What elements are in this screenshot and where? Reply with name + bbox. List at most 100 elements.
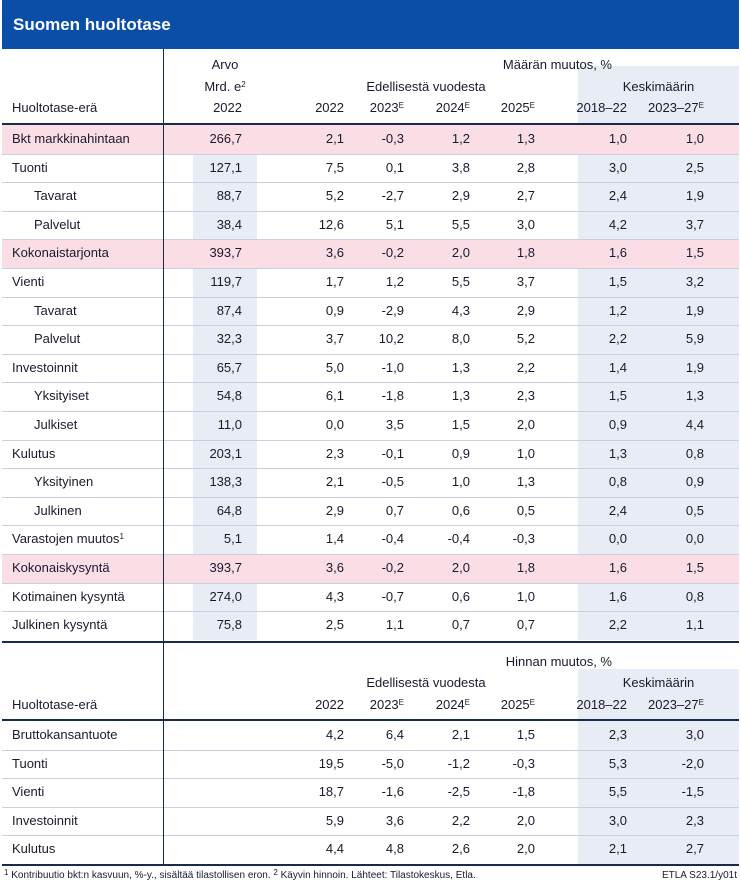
row-divider bbox=[2, 525, 739, 527]
highlight-row bbox=[2, 125, 739, 154]
table-cell: -2,9 bbox=[381, 302, 404, 318]
label-column-divider-2 bbox=[163, 639, 164, 864]
table-cell: 1,5 bbox=[608, 274, 627, 289]
table-cell: 138,3 bbox=[209, 474, 242, 490]
table-cell: 3,0 bbox=[685, 727, 704, 742]
row-label: Julkiset bbox=[34, 417, 78, 432]
table-cell: 2,1 bbox=[451, 727, 470, 742]
header-edellisesta: Edellisestä vuodesta bbox=[366, 79, 486, 94]
row-label: Yksityinen bbox=[34, 474, 94, 490]
table-cell: 1,6 bbox=[608, 588, 627, 604]
year-header: 2022 bbox=[315, 100, 344, 115]
row-divider bbox=[2, 582, 739, 584]
table-cell: 2,9 bbox=[451, 188, 470, 204]
table-cell: -2,7 bbox=[381, 188, 404, 204]
table-cell: 2,7 bbox=[685, 841, 704, 857]
table-cell: 3,5 bbox=[385, 417, 404, 432]
table-cell: 75,8 bbox=[216, 617, 242, 633]
row-divider bbox=[2, 468, 739, 470]
year-header: 2023E bbox=[369, 697, 404, 712]
table-cell: 1,5 bbox=[608, 388, 627, 404]
table-cell: 11,0 bbox=[217, 417, 242, 432]
table-cell: -5,0 bbox=[381, 755, 404, 771]
table-cell: 2,0 bbox=[516, 812, 535, 828]
row-label: Vienti bbox=[12, 274, 45, 289]
table-cell: 2,0 bbox=[451, 245, 470, 261]
table-cell: 1,5 bbox=[451, 417, 470, 432]
table-cell: -0,2 bbox=[381, 560, 404, 575]
row-label: Yksityiset bbox=[34, 388, 89, 404]
table-cell: 1,6 bbox=[608, 245, 627, 261]
header-arvo: Arvo bbox=[211, 57, 239, 72]
table-cell: 4,8 bbox=[385, 841, 404, 857]
table-cell: 2,3 bbox=[325, 445, 344, 461]
average-column-shade bbox=[578, 66, 739, 640]
table-cell: 2,2 bbox=[608, 331, 627, 347]
row-divider bbox=[2, 439, 739, 441]
table-cell: -1,6 bbox=[381, 784, 404, 800]
row-divider bbox=[2, 268, 739, 269]
header2-bottom-line bbox=[2, 719, 739, 721]
table-cell: 2,3 bbox=[685, 812, 704, 828]
table-cell: 2,4 bbox=[608, 502, 627, 518]
table-cell: 2,4 bbox=[608, 188, 627, 204]
year-header: 2023E bbox=[369, 100, 404, 115]
table-cell: -2,5 bbox=[447, 784, 470, 800]
row-label: Investoinnit bbox=[12, 812, 78, 828]
row-divider bbox=[2, 806, 739, 808]
table-cell: 0,5 bbox=[516, 502, 535, 518]
table-cell: -0,1 bbox=[381, 445, 404, 461]
table-cell: 3,6 bbox=[325, 245, 344, 261]
row-label: Kulutus bbox=[12, 841, 56, 857]
table-cell: 7,5 bbox=[325, 159, 344, 175]
year-header: 2025E bbox=[500, 100, 535, 115]
title-bar: Suomen huoltotase bbox=[2, 0, 739, 49]
table-cell: 1,3 bbox=[451, 388, 470, 404]
table-cell: 0,5 bbox=[685, 502, 704, 518]
table-cell: 3,7 bbox=[685, 216, 704, 232]
row-label: Varastojen muutos1 bbox=[12, 531, 124, 547]
table-cell: 1,5 bbox=[516, 727, 535, 742]
header-huoltotase-era-2: Huoltotase-erä bbox=[12, 697, 98, 712]
table-cell: 5,5 bbox=[451, 216, 470, 232]
row-label: Investoinnit bbox=[12, 359, 78, 375]
table-cell: -0,3 bbox=[512, 755, 535, 771]
header-bottom-line bbox=[2, 123, 739, 125]
row-divider bbox=[2, 749, 739, 751]
table-cell: 1,0 bbox=[608, 131, 627, 146]
table-cell: 2,5 bbox=[325, 617, 344, 633]
table-cell: 3,6 bbox=[385, 812, 404, 828]
table-cell: 6,1 bbox=[325, 388, 344, 404]
row-label: Kokonaistarjonta bbox=[12, 245, 109, 261]
table-cell: 2,2 bbox=[451, 812, 470, 828]
table-cell: -1,5 bbox=[681, 784, 704, 800]
average-column-shade-2 bbox=[578, 669, 739, 864]
row-label: Vienti bbox=[12, 784, 45, 800]
table-cell: -1,0 bbox=[381, 359, 404, 375]
table-cell: 5,2 bbox=[516, 331, 535, 347]
label-column-divider bbox=[163, 49, 164, 640]
year-header: 2023–27E bbox=[648, 100, 704, 115]
table-cell: 0,8 bbox=[685, 588, 704, 604]
table-cell: 2,3 bbox=[516, 388, 535, 404]
row-label: Julkinen bbox=[34, 502, 82, 518]
year-header: 2018–22 bbox=[576, 697, 627, 712]
table-cell: 18,7 bbox=[318, 784, 344, 800]
header-keskimaarin-2: Keskimäärin bbox=[622, 675, 695, 690]
table-cell: 0,7 bbox=[385, 502, 404, 518]
table-cell: 1,4 bbox=[325, 531, 344, 547]
table-cell: 4,2 bbox=[325, 727, 344, 742]
table-cell: 2,7 bbox=[516, 188, 535, 204]
table-cell: 3,0 bbox=[608, 812, 627, 828]
table-cell: 4,3 bbox=[325, 588, 344, 604]
table-cell: 2,8 bbox=[516, 159, 535, 175]
table-cell: 3,0 bbox=[516, 216, 535, 232]
row-divider bbox=[2, 353, 739, 355]
row-label: Tuonti bbox=[12, 159, 48, 175]
table-cell: 127,1 bbox=[209, 159, 242, 175]
table-cell: 2,1 bbox=[325, 474, 344, 490]
table-cell: 4,2 bbox=[608, 216, 627, 232]
table-cell: 54,8 bbox=[216, 388, 242, 404]
header-keskimaarin: Keskimäärin bbox=[622, 79, 695, 94]
header-edellisesta-2: Edellisestä vuodesta bbox=[366, 675, 486, 690]
